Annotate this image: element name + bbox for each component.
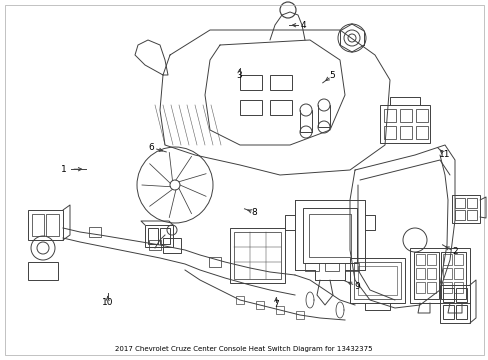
Bar	[453, 268, 462, 279]
Bar	[442, 305, 453, 319]
Bar	[234, 232, 281, 279]
Bar	[32, 214, 44, 236]
Bar	[308, 214, 350, 257]
Bar	[415, 282, 424, 293]
Text: 4: 4	[300, 21, 305, 30]
Bar	[454, 198, 464, 208]
Bar	[345, 263, 358, 271]
Text: 8: 8	[251, 208, 257, 217]
Bar	[383, 126, 395, 139]
Bar	[275, 306, 284, 314]
Bar	[455, 288, 466, 302]
Bar	[269, 100, 291, 115]
Bar	[353, 262, 400, 299]
Bar	[160, 228, 170, 244]
Bar	[148, 228, 158, 244]
Bar	[295, 311, 304, 319]
Text: 10: 10	[102, 298, 113, 307]
Bar	[399, 109, 411, 122]
Bar	[357, 266, 396, 295]
Bar	[466, 198, 476, 208]
Bar	[415, 109, 427, 122]
Bar	[454, 210, 464, 220]
Bar	[426, 254, 435, 265]
Text: 3: 3	[236, 71, 242, 80]
Text: 1: 1	[61, 165, 66, 174]
Bar	[383, 109, 395, 122]
Bar	[409, 248, 469, 303]
Bar	[163, 238, 181, 253]
Bar	[413, 252, 438, 299]
Bar	[303, 208, 356, 263]
Bar	[442, 268, 451, 279]
Text: 2: 2	[451, 248, 457, 256]
Bar	[305, 263, 318, 271]
Text: 9: 9	[353, 282, 359, 291]
Bar	[28, 262, 58, 280]
Bar	[236, 296, 244, 304]
Bar	[379, 105, 429, 143]
Bar	[439, 285, 469, 323]
Bar	[426, 282, 435, 293]
Bar	[28, 210, 63, 240]
Bar	[349, 258, 404, 303]
Bar	[415, 268, 424, 279]
Bar	[46, 214, 59, 236]
Bar	[426, 268, 435, 279]
Bar	[145, 225, 173, 247]
Bar	[451, 195, 479, 223]
Bar	[442, 254, 451, 265]
Text: 2017 Chevrolet Cruze Center Console Heat Switch Diagram for 13432375: 2017 Chevrolet Cruze Center Console Heat…	[115, 346, 372, 352]
Bar	[240, 100, 262, 115]
Bar	[442, 282, 451, 293]
Bar	[229, 228, 285, 283]
Bar	[453, 282, 462, 293]
Bar	[256, 301, 264, 309]
Bar	[399, 126, 411, 139]
Bar	[240, 75, 262, 90]
Text: 5: 5	[329, 71, 335, 80]
Bar	[440, 252, 465, 299]
Bar	[269, 75, 291, 90]
Text: 7: 7	[273, 300, 279, 309]
Bar	[455, 305, 466, 319]
Text: 6: 6	[148, 143, 154, 152]
Bar	[208, 257, 221, 267]
Bar	[415, 126, 427, 139]
Bar	[453, 254, 462, 265]
Bar	[89, 227, 101, 237]
Bar	[325, 263, 338, 271]
Bar	[149, 240, 161, 250]
Bar	[415, 254, 424, 265]
Bar	[466, 210, 476, 220]
Bar	[442, 288, 453, 302]
Text: 11: 11	[438, 150, 450, 159]
